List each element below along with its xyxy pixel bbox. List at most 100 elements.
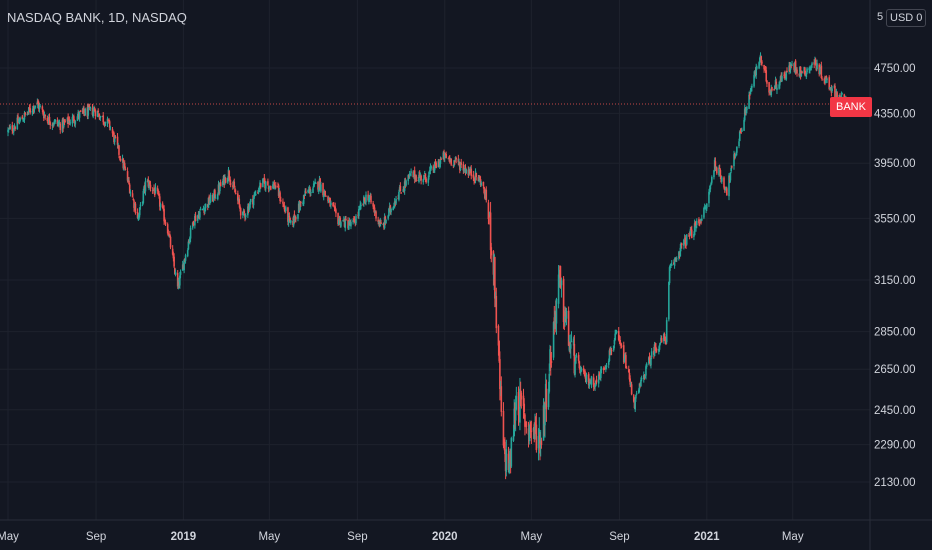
- candle[interactable]: [173, 253, 175, 269]
- candle[interactable]: [332, 202, 335, 207]
- candle[interactable]: [68, 116, 71, 126]
- candle[interactable]: [9, 123, 11, 130]
- candle[interactable]: [668, 281, 670, 322]
- candle[interactable]: [545, 379, 548, 422]
- candle[interactable]: [653, 341, 656, 357]
- candle[interactable]: [139, 202, 142, 210]
- candle[interactable]: [706, 203, 708, 212]
- candle[interactable]: [327, 196, 330, 203]
- candle[interactable]: [765, 66, 768, 83]
- candle[interactable]: [24, 112, 26, 117]
- candle[interactable]: [194, 211, 197, 222]
- candle[interactable]: [154, 183, 157, 194]
- candle[interactable]: [713, 169, 715, 180]
- candle[interactable]: [420, 174, 422, 185]
- candle[interactable]: [736, 146, 738, 156]
- candle[interactable]: [279, 196, 282, 202]
- candle[interactable]: [731, 165, 733, 169]
- candle[interactable]: [768, 81, 770, 96]
- candle[interactable]: [51, 122, 54, 130]
- candle[interactable]: [264, 180, 267, 192]
- candle[interactable]: [377, 216, 379, 225]
- candle[interactable]: [187, 239, 190, 251]
- candle[interactable]: [335, 208, 337, 218]
- candle[interactable]: [257, 187, 260, 195]
- candle[interactable]: [106, 116, 109, 128]
- candle[interactable]: [771, 86, 773, 92]
- candle[interactable]: [585, 372, 588, 385]
- candle[interactable]: [689, 226, 692, 237]
- candle[interactable]: [729, 172, 732, 183]
- symbol-title[interactable]: NASDAQ BANK, 1D, NASDAQ: [7, 10, 187, 25]
- candle[interactable]: [393, 198, 396, 209]
- candle[interactable]: [770, 84, 773, 98]
- candle[interactable]: [329, 197, 331, 207]
- candle[interactable]: [78, 111, 81, 122]
- candle[interactable]: [189, 225, 192, 243]
- candle[interactable]: [535, 412, 538, 453]
- candle[interactable]: [704, 204, 707, 209]
- candle[interactable]: [612, 345, 615, 352]
- candle[interactable]: [719, 168, 722, 179]
- candle[interactable]: [212, 193, 215, 203]
- candle[interactable]: [595, 375, 598, 385]
- candle[interactable]: [174, 269, 177, 277]
- candle[interactable]: [485, 186, 488, 203]
- candle[interactable]: [590, 375, 593, 389]
- candle[interactable]: [415, 174, 417, 182]
- candle[interactable]: [801, 70, 803, 74]
- candle[interactable]: [831, 85, 833, 93]
- candle[interactable]: [559, 265, 561, 288]
- candle[interactable]: [34, 105, 37, 109]
- candle[interactable]: [307, 186, 310, 193]
- candle[interactable]: [575, 353, 578, 358]
- candle[interactable]: [268, 185, 271, 192]
- candle[interactable]: [475, 172, 478, 181]
- candle[interactable]: [322, 182, 324, 198]
- candle[interactable]: [627, 365, 630, 373]
- candle[interactable]: [67, 113, 69, 128]
- candle[interactable]: [37, 99, 39, 105]
- candle[interactable]: [118, 144, 120, 159]
- candle[interactable]: [655, 343, 657, 354]
- candle[interactable]: [634, 396, 637, 413]
- candle[interactable]: [237, 190, 239, 205]
- candle[interactable]: [74, 120, 77, 128]
- candle[interactable]: [674, 256, 677, 262]
- candle[interactable]: [791, 60, 793, 67]
- candle[interactable]: [344, 216, 347, 232]
- candle[interactable]: [429, 163, 432, 175]
- candle[interactable]: [64, 119, 67, 123]
- candle[interactable]: [128, 176, 130, 185]
- candle[interactable]: [525, 421, 528, 434]
- candle[interactable]: [709, 184, 712, 193]
- candle[interactable]: [380, 219, 382, 225]
- candle[interactable]: [17, 113, 19, 125]
- candle[interactable]: [655, 348, 658, 353]
- candle[interactable]: [249, 198, 252, 205]
- candle[interactable]: [142, 188, 145, 205]
- candle[interactable]: [530, 420, 533, 444]
- candle[interactable]: [668, 265, 671, 286]
- candle[interactable]: [192, 220, 195, 227]
- candle[interactable]: [579, 365, 582, 376]
- candle[interactable]: [224, 177, 227, 184]
- candle[interactable]: [659, 341, 662, 346]
- candle[interactable]: [796, 67, 798, 77]
- candle[interactable]: [98, 112, 100, 118]
- candle[interactable]: [392, 206, 395, 211]
- candle[interactable]: [390, 207, 392, 216]
- candle[interactable]: [179, 269, 182, 279]
- candle[interactable]: [826, 77, 828, 83]
- candle[interactable]: [650, 357, 652, 369]
- candle[interactable]: [204, 203, 207, 212]
- candle[interactable]: [166, 222, 169, 235]
- candle[interactable]: [665, 317, 668, 345]
- candle[interactable]: [726, 186, 728, 196]
- candle[interactable]: [540, 437, 543, 449]
- candle[interactable]: [623, 354, 626, 363]
- candle[interactable]: [379, 217, 382, 227]
- candle[interactable]: [267, 178, 269, 186]
- candle[interactable]: [313, 182, 316, 187]
